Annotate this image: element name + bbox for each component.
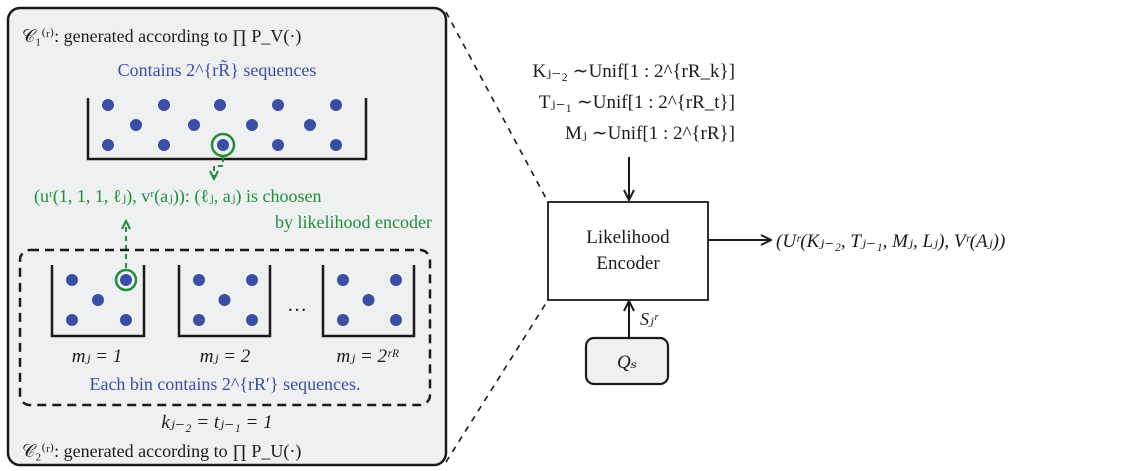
bin-sequence-dot xyxy=(390,274,402,286)
encoder-label-line2: Encoder xyxy=(596,253,660,274)
bin-sequence-dot xyxy=(337,274,349,286)
output-label: (Uʳ(Kⱼ₋₂, Tⱼ₋₁, Mⱼ, Lⱼ), Vʳ(Aⱼ)) xyxy=(776,231,1005,252)
codebook2-label: 𝒞₂⁽ʳ⁾: generated according to ∏ P_U(·) xyxy=(22,441,301,462)
bin-sequence-dot xyxy=(120,274,132,286)
bin-sequence-dot xyxy=(362,294,375,306)
bins-group xyxy=(18,248,432,407)
input-line-m: Mⱼ ∼Unif[1 : 2^{rR}] xyxy=(565,123,735,144)
bin-sequence-dot xyxy=(193,314,205,326)
bin-sequences xyxy=(66,274,402,326)
bin-2 xyxy=(177,265,272,338)
sequence-dot xyxy=(330,139,342,151)
zoom-connector-top xyxy=(445,11,549,203)
bin-last-label: mⱼ = 2ʳᴿ xyxy=(336,346,399,367)
sequence-dot xyxy=(272,99,284,111)
sequence-dot xyxy=(102,139,114,151)
bin-sequence-dot xyxy=(92,294,104,306)
codebook-panel xyxy=(6,6,448,467)
encoder-label-line1: Likelihood xyxy=(586,227,670,248)
sequence-dot xyxy=(330,99,342,111)
sequence-dot xyxy=(214,99,226,111)
bin-sequence-dot xyxy=(193,274,205,286)
bin-sequence-dot xyxy=(120,314,132,326)
bin-1-label: mⱼ = 1 xyxy=(72,346,123,367)
codebook1-bin xyxy=(86,98,368,161)
bin-1 xyxy=(50,265,146,338)
sequence-dot xyxy=(102,99,114,111)
input-line-k: Kⱼ₋₂ ∼Unif[1 : 2^{rR_k}] xyxy=(533,61,735,82)
codebook1-count: Contains 2^{rR̃} sequences xyxy=(118,58,317,80)
bin-sequence-dot xyxy=(218,294,231,306)
sequence-dot xyxy=(158,99,170,111)
sequence-dot xyxy=(158,139,170,151)
index-condition: kⱼ₋₂ = tⱼ₋₁ = 1 xyxy=(161,412,272,433)
sequence-dot xyxy=(217,139,229,151)
bin-ellipsis: … xyxy=(287,294,307,316)
side-info-label: Sⱼʳ xyxy=(640,309,659,329)
bin-sequence-dot xyxy=(66,274,78,286)
likelihood-encoder-block xyxy=(547,201,709,301)
codebook1-sequences xyxy=(102,99,342,151)
bin-last xyxy=(321,265,416,338)
bin-sequence-dot xyxy=(390,314,402,326)
bins-caption: Each bin contains 2^{rR′} sequences. xyxy=(89,374,360,394)
sequence-dot xyxy=(246,119,258,131)
sequence-dot xyxy=(304,119,316,131)
sequence-dot xyxy=(130,119,142,131)
selection-arrow-down xyxy=(214,157,224,178)
bin-sequence-dot xyxy=(246,274,258,286)
sequence-dot xyxy=(272,139,284,151)
bin-sequence-dot xyxy=(246,314,258,326)
zoom-connector-bottom xyxy=(445,299,549,463)
codebook1-label: 𝒞₁⁽ʳ⁾: generated according to ∏ P_V(·) xyxy=(22,26,301,47)
selection-line2: by likelihood encoder xyxy=(275,212,432,232)
source-block xyxy=(584,336,670,386)
bin-sequence-dot xyxy=(66,314,78,326)
bin-selected-ring xyxy=(114,268,138,292)
selected-sequence-ring xyxy=(210,132,236,158)
sequence-dot xyxy=(188,119,200,131)
selection-line1: (uʳ(1, 1, 1, ℓⱼ), vʳ(aⱼ)): (ℓⱼ, aⱼ) is c… xyxy=(34,186,322,207)
bin-2-label: mⱼ = 2 xyxy=(200,346,251,367)
bin-sequence-dot xyxy=(337,314,349,326)
source-label: Qₛ xyxy=(617,352,637,373)
input-line-t: Tⱼ₋₁ ∼Unif[1 : 2^{rR_t}] xyxy=(539,92,735,113)
